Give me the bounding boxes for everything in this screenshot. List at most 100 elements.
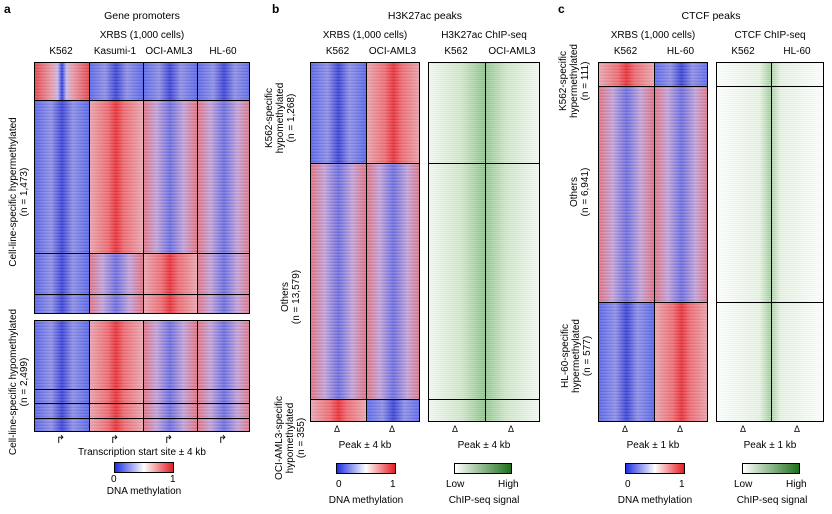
panel-b-cbar2-label: ChIP-seq signal [448, 495, 520, 506]
panel-c-colorbar-methylation [625, 463, 685, 474]
peak-center-marker-icon: Δ [740, 424, 747, 434]
panel-a-heatmap-bottom [34, 320, 250, 432]
panel-c-cbar2-max: High [786, 479, 807, 490]
panel-c-cbar-min: 0 [625, 479, 631, 490]
heat-c-r3c2 [654, 302, 707, 421]
heat-a-top-r3c4 [197, 253, 249, 313]
panel-c-cbar2-min: Low [734, 479, 753, 490]
divider [654, 63, 655, 421]
panel-a-group-bottom-name: Cell-line-specific hypomethylated [8, 308, 19, 456]
heat-a-top-r2c4 [197, 100, 249, 253]
panel-b-sub-xrbs: XRBS (1,000 cells) [322, 30, 408, 41]
panel-c-group3-n: (n = 577) [582, 335, 593, 377]
panel-a-group-top-name: Cell-line-specific hypermethylated [8, 117, 19, 267]
panel-a-col-k562: K562 [49, 46, 73, 57]
panel-c-group1-name: K562-specific hypermethylated [558, 44, 580, 118]
panel-a-cbar-max: 1 [170, 474, 176, 485]
peak-center-marker-icon: Δ [452, 424, 459, 434]
panel-b-col-xrbs-ociaml3: OCI-AML3 [368, 46, 417, 57]
peak-center-marker-icon: Δ [334, 424, 341, 434]
heat-a-bot-c1 [35, 321, 89, 431]
panel-a-title: Gene promoters [104, 10, 180, 22]
tss-arrow-icon: ↱ [164, 434, 174, 446]
divider [771, 63, 772, 421]
divider [197, 63, 198, 313]
heat-a-top-r3c3 [143, 253, 197, 313]
panel-a-group-top-n: (n = 1,473) [19, 167, 30, 217]
panel-c-colorbar-chip [742, 463, 800, 474]
heat-a-bot-c4 [197, 321, 249, 431]
panel-a-cbar-label: DNA methylation [106, 486, 182, 497]
panel-c-group2-label: Others (n = 6,941) [569, 152, 593, 232]
panel-c-xrbs-heatmap [598, 62, 708, 422]
panel-b-colorbar-methylation [336, 463, 396, 474]
heat-c-r1c2 [654, 63, 707, 86]
divider [599, 302, 707, 303]
panel-b-chip-heatmap [428, 62, 540, 422]
tss-arrow-icon: ↱ [218, 434, 228, 446]
heat-c-r2c2 [654, 86, 707, 302]
divider [717, 302, 823, 303]
heat-a-top-r2c3 [143, 100, 197, 253]
panel-a-cbar-min: 0 [111, 474, 117, 485]
panel-b-title: H3K27ac peaks [387, 10, 463, 22]
panel-a-group-bottom-label: Cell-line-specific hypomethylated (n = 2… [8, 282, 32, 482]
panel-b-group1-name: K562-specific hypomethylated [264, 82, 286, 154]
panel-a-col-ociaml3: OCI-AML3 [145, 46, 193, 57]
heat-a-top-r2c1 [35, 100, 89, 253]
divider [89, 321, 90, 431]
panel-a-subtitle: XRBS (1,000 cells) [99, 30, 185, 41]
panel-b-colorbar-chip [454, 463, 512, 474]
tss-arrow-icon: ↱ [56, 434, 66, 446]
divider [429, 399, 539, 400]
peak-center-marker-icon: Δ [622, 424, 629, 434]
heat-a-top-r1c1 [35, 63, 89, 100]
heat-c-r3c1 [599, 302, 654, 421]
peak-center-marker-icon: Δ [508, 424, 515, 434]
panel-c-title: CTCF peaks [681, 10, 741, 22]
panel-b-group3-name: OCI-AML3-specific hypomethylated [274, 396, 296, 480]
panel-c-group3-label: HL-60-specific hypermethylated (n = 577) [560, 296, 596, 416]
panel-b-group1-label: K562-specific hypomethylated (n = 1,268) [264, 58, 300, 178]
panel-c-cbar2-label: ChIP-seq signal [736, 495, 808, 506]
panel-c-group2-n: (n = 6,941) [580, 167, 591, 217]
heat-b-r3c2 [366, 399, 419, 421]
panel-a-col-hl60: HL-60 [209, 46, 237, 57]
divider [89, 63, 90, 313]
panel-b-group3-label: OCI-AML3-specific hypomethylated (n = 35… [274, 378, 310, 498]
panel-c-group2-name: Others [569, 177, 580, 208]
divider [599, 86, 707, 87]
panel-c-col-chip-k562: K562 [731, 46, 755, 57]
heat-a-top-r2c2 [89, 100, 143, 253]
heat-b-r1c1 [311, 63, 366, 163]
panel-b-col-chip-k562: K562 [444, 46, 468, 57]
panel-b-cbar-min: 0 [336, 479, 342, 490]
heat-a-top-r1c4 [197, 63, 249, 100]
divider [197, 321, 198, 431]
heat-a-bot-c2 [89, 321, 143, 431]
panel-c-sub-chip: CTCF ChIP-seq [734, 30, 806, 41]
panel-a-xlabel: Transcription start site ± 4 kb [78, 447, 206, 458]
panel-c-chip-heatmap [716, 62, 824, 422]
divider [311, 399, 419, 400]
panel-a-group-top-label: Cell-line-specific hypermethylated (n = … [8, 92, 32, 292]
panel-b-col-xrbs-k562: K562 [325, 46, 350, 57]
heat-a-top-r1c3 [143, 63, 197, 100]
heat-a-top-r3c2 [89, 253, 143, 313]
divider [35, 403, 249, 404]
heat-b-r2c1 [311, 163, 366, 399]
panel-c-group1-n: (n = 111) [580, 61, 591, 101]
panel-b-sub-chip: H3K27ac ChIP-seq [441, 30, 527, 41]
divider [143, 63, 144, 313]
panel-c-col-xrbs-hl60: HL-60 [666, 46, 695, 57]
tss-arrow-icon: ↱ [110, 434, 120, 446]
panel-a-heatmap-top [34, 62, 250, 314]
heat-c-r1c1 [599, 63, 654, 86]
panel-a-col-kasumi: Kasumi-1 [93, 46, 137, 57]
divider [717, 86, 823, 87]
heat-c-r2c1 [599, 86, 654, 302]
panel-b-col-chip-ociaml3: OCI-AML3 [488, 46, 536, 57]
panel-c-cbar-label: DNA methylation [617, 495, 693, 506]
peak-center-marker-icon: Δ [389, 424, 396, 434]
panel-b-letter: b [272, 2, 280, 16]
